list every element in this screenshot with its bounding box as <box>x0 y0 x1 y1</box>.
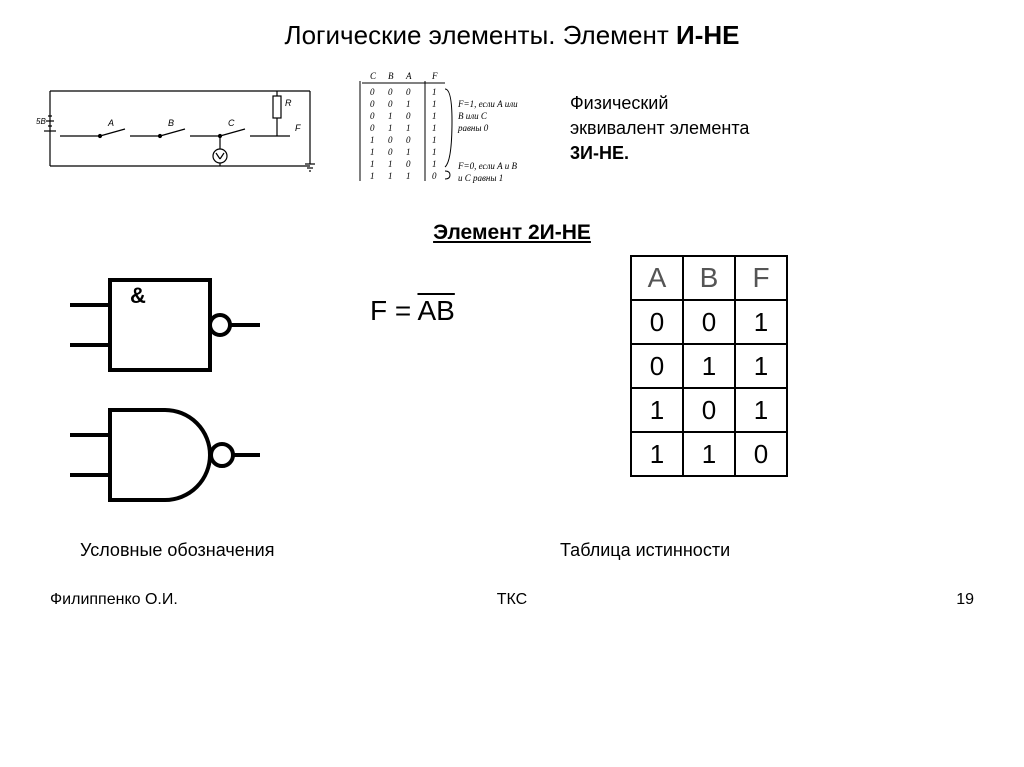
scan-truth-table: CBAF 0001 0011 0101 0111 1001 1011 1101 … <box>350 71 550 191</box>
middle-section: & F = AB A B F 0 0 1 <box>0 255 1024 525</box>
svg-text:1: 1 <box>370 135 375 145</box>
svg-text:1: 1 <box>370 147 375 157</box>
svg-text:0: 0 <box>406 111 411 121</box>
title-bold: И-НЕ <box>676 20 739 50</box>
svg-text:5В: 5В <box>36 117 46 126</box>
svg-text:1: 1 <box>432 99 437 109</box>
svg-text:равны 0: равны 0 <box>457 123 489 133</box>
svg-text:1: 1 <box>388 171 393 181</box>
svg-text:B или C: B или C <box>458 111 488 121</box>
svg-text:0: 0 <box>388 99 393 109</box>
svg-text:0: 0 <box>406 135 411 145</box>
top-section: 5В A B C R F <box>0 71 1024 191</box>
circuit-diagram: 5В A B C R F <box>30 71 330 191</box>
title-prefix: Логические элементы. Элемент <box>285 20 676 50</box>
formula-column: F = AB <box>370 255 570 525</box>
description: Физический эквивалент элемента 3И-НЕ. <box>570 71 749 191</box>
svg-text:0: 0 <box>370 123 375 133</box>
svg-text:1: 1 <box>432 111 437 121</box>
footer: Филиппенко О.И. ТКС 19 <box>0 591 1024 609</box>
svg-text:1: 1 <box>432 123 437 133</box>
svg-text:1: 1 <box>432 159 437 169</box>
svg-text:C: C <box>228 118 235 128</box>
caption-truth-table: Таблица истинности <box>520 540 730 561</box>
svg-text:0: 0 <box>370 87 375 97</box>
cell: 0 <box>683 388 735 432</box>
cell: 0 <box>631 300 683 344</box>
cell: 1 <box>631 388 683 432</box>
svg-text:0: 0 <box>388 147 393 157</box>
formula-rhs: AB <box>417 295 454 326</box>
svg-text:1: 1 <box>432 147 437 157</box>
header-b: B <box>683 256 735 300</box>
svg-text:0: 0 <box>388 87 393 97</box>
svg-text:F=1, если A или: F=1, если A или <box>457 99 518 109</box>
svg-text:0: 0 <box>406 87 411 97</box>
gates-column: & <box>50 255 310 525</box>
svg-text:0: 0 <box>406 159 411 169</box>
svg-text:R: R <box>285 98 292 108</box>
desc-line1: Физический <box>570 91 749 116</box>
svg-text:0: 0 <box>388 135 393 145</box>
table-row: 0 1 1 <box>631 344 787 388</box>
svg-text:F: F <box>431 71 438 81</box>
svg-text:1: 1 <box>388 123 393 133</box>
svg-text:1: 1 <box>388 159 393 169</box>
page-title: Логические элементы. Элемент И-НЕ <box>0 0 1024 51</box>
captions: Условные обозначения Таблица истинности <box>0 540 1024 561</box>
cell: 1 <box>735 388 787 432</box>
truth-table-column: A B F 0 0 1 0 1 1 1 0 1 1 1 0 <box>630 255 788 525</box>
cell: 1 <box>735 300 787 344</box>
svg-text:1: 1 <box>406 123 411 133</box>
gate-ansi-symbol <box>50 395 270 515</box>
svg-text:1: 1 <box>406 99 411 109</box>
desc-bold: 3И-НЕ. <box>570 141 749 166</box>
cell: 0 <box>631 344 683 388</box>
desc-line2: эквивалент элемента <box>570 116 749 141</box>
table-row: 1 1 0 <box>631 432 787 476</box>
svg-text:1: 1 <box>388 111 393 121</box>
cell: 1 <box>683 344 735 388</box>
footer-center: ТКС <box>497 591 527 609</box>
svg-text:C: C <box>370 71 377 81</box>
cell: 1 <box>735 344 787 388</box>
svg-text:0: 0 <box>370 111 375 121</box>
svg-text:B: B <box>388 71 394 81</box>
svg-text:1: 1 <box>370 171 375 181</box>
svg-text:A: A <box>107 118 114 128</box>
svg-text:F: F <box>295 123 301 133</box>
cell: 0 <box>735 432 787 476</box>
svg-text:B: B <box>168 118 174 128</box>
formula: F = AB <box>370 295 570 327</box>
svg-text:и C равны 1: и C равны 1 <box>458 173 503 183</box>
svg-text:0: 0 <box>432 171 437 181</box>
gate-amp-symbol: & <box>130 283 146 308</box>
truth-table: A B F 0 0 1 0 1 1 1 0 1 1 1 0 <box>630 255 788 477</box>
table-row: 0 0 1 <box>631 300 787 344</box>
cell: 0 <box>683 300 735 344</box>
footer-author: Филиппенко О.И. <box>50 591 178 609</box>
cell: 1 <box>631 432 683 476</box>
svg-text:1: 1 <box>406 147 411 157</box>
svg-text:0: 0 <box>370 99 375 109</box>
header-f: F <box>735 256 787 300</box>
svg-text:F=0, если A и B: F=0, если A и B <box>457 161 517 171</box>
svg-text:A: A <box>405 71 412 81</box>
formula-lhs: F = <box>370 295 417 326</box>
svg-text:1: 1 <box>406 171 411 181</box>
cell: 1 <box>683 432 735 476</box>
table-row: 1 0 1 <box>631 388 787 432</box>
table-header-row: A B F <box>631 256 787 300</box>
footer-page-number: 19 <box>956 591 974 609</box>
gate-iec-symbol: & <box>50 265 270 385</box>
caption-symbols: Условные обозначения <box>80 540 520 561</box>
svg-text:1: 1 <box>370 159 375 169</box>
svg-text:1: 1 <box>432 135 437 145</box>
svg-text:1: 1 <box>432 87 437 97</box>
section-title: Элемент 2И-НЕ <box>0 221 1024 245</box>
header-a: A <box>631 256 683 300</box>
